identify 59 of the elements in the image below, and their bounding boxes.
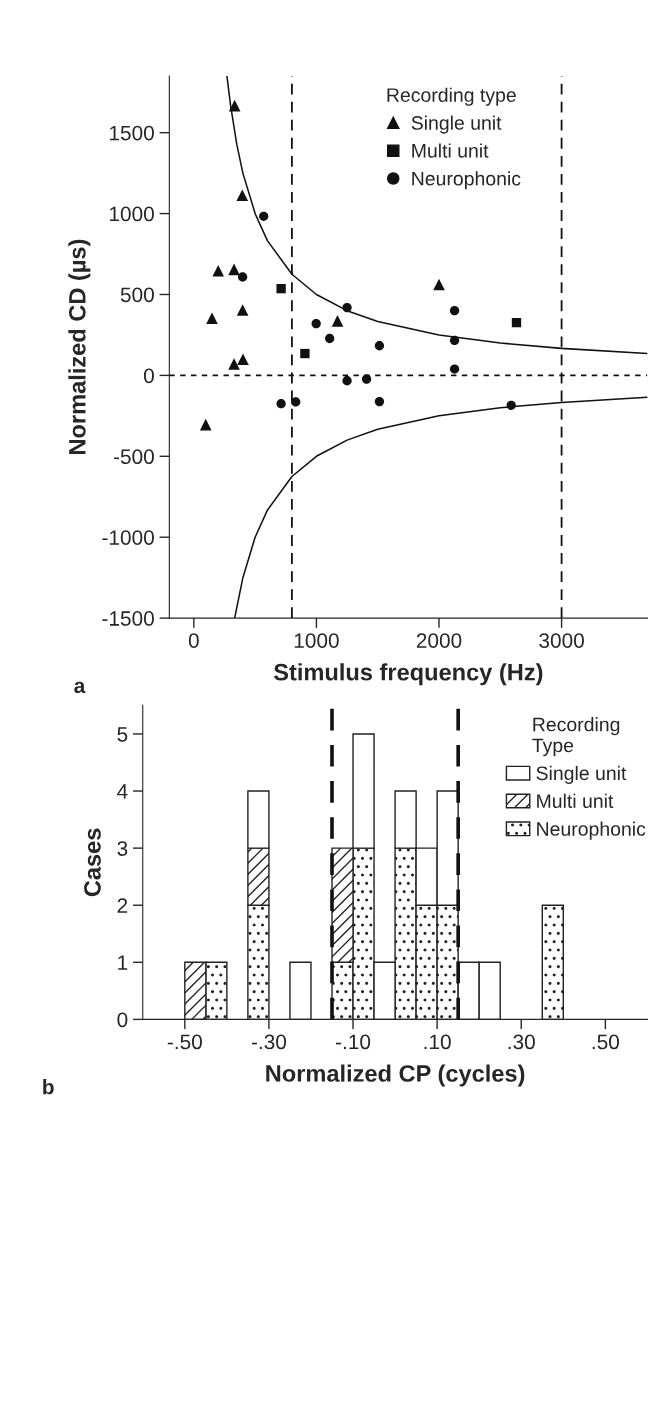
- point: [331, 315, 344, 327]
- point: [228, 358, 240, 370]
- x-tick-label: -.50: [167, 1034, 202, 1050]
- x-tick-label: .50: [592, 1034, 620, 1050]
- point: [300, 348, 310, 359]
- legend-title: Recording Type: [532, 717, 620, 757]
- point: [374, 341, 385, 351]
- y-axis-title: Cases: [84, 828, 101, 897]
- legend-title: Recording type: [387, 87, 516, 106]
- point: [236, 304, 249, 316]
- x-tick-label: -.30: [251, 1034, 287, 1050]
- y-tick-label: 4: [117, 784, 128, 799]
- point: [212, 264, 225, 277]
- y-tick-label: -1000: [102, 530, 154, 545]
- x-tick-label: 0: [188, 633, 199, 648]
- x-tick-label: 2000: [416, 633, 462, 648]
- legend-label: Single unit: [411, 115, 502, 134]
- text: b: [43, 1079, 54, 1095]
- point: [199, 418, 212, 431]
- point: [449, 364, 460, 374]
- x-tick-label: -.10: [336, 1034, 371, 1050]
- legend-label: Neurophonic: [537, 821, 646, 840]
- point: [259, 211, 269, 221]
- x-tick-label: .10: [424, 1034, 451, 1050]
- point: [374, 396, 385, 407]
- legend-label: Multi unit: [412, 143, 489, 158]
- y-tick-label: 0: [143, 368, 154, 384]
- point: [449, 306, 460, 316]
- x-tick-label: .30: [508, 1034, 535, 1050]
- legend-label: Multi unit: [537, 793, 614, 808]
- point: [237, 353, 249, 366]
- point: [276, 399, 286, 409]
- point: [236, 189, 249, 202]
- text: a: [74, 681, 86, 694]
- point: [325, 333, 335, 344]
- y-tick-label: 5: [117, 727, 128, 742]
- point: [206, 312, 218, 325]
- y-tick-label: -500: [113, 449, 154, 465]
- point: [291, 397, 301, 407]
- y-tick-label: 0: [117, 1012, 128, 1028]
- x-tick-label: 1000: [294, 633, 339, 648]
- x-axis-title: Stimulus frequency (Hz): [273, 663, 543, 686]
- y-tick-label: 1500: [109, 125, 154, 141]
- point: [342, 376, 352, 386]
- y-tick-label: 1000: [109, 206, 154, 222]
- point: [237, 272, 248, 282]
- y-tick-label: 3: [117, 841, 128, 856]
- point: [511, 317, 522, 328]
- legend-label: Neurophonic: [412, 171, 521, 190]
- y-axis-title: Normalized CD (µs): [68, 239, 91, 454]
- y-tick-label: -1500: [102, 611, 154, 626]
- y-tick-label: 1: [118, 955, 128, 970]
- y-tick-label: 2: [117, 898, 128, 913]
- point: [311, 318, 321, 329]
- point: [276, 284, 286, 294]
- x-axis-title: Normalized CP (cycles): [266, 1064, 525, 1087]
- legend-label: Single unit: [536, 765, 627, 784]
- x-tick-label: 3000: [539, 633, 584, 648]
- y-tick-label: 500: [120, 287, 154, 303]
